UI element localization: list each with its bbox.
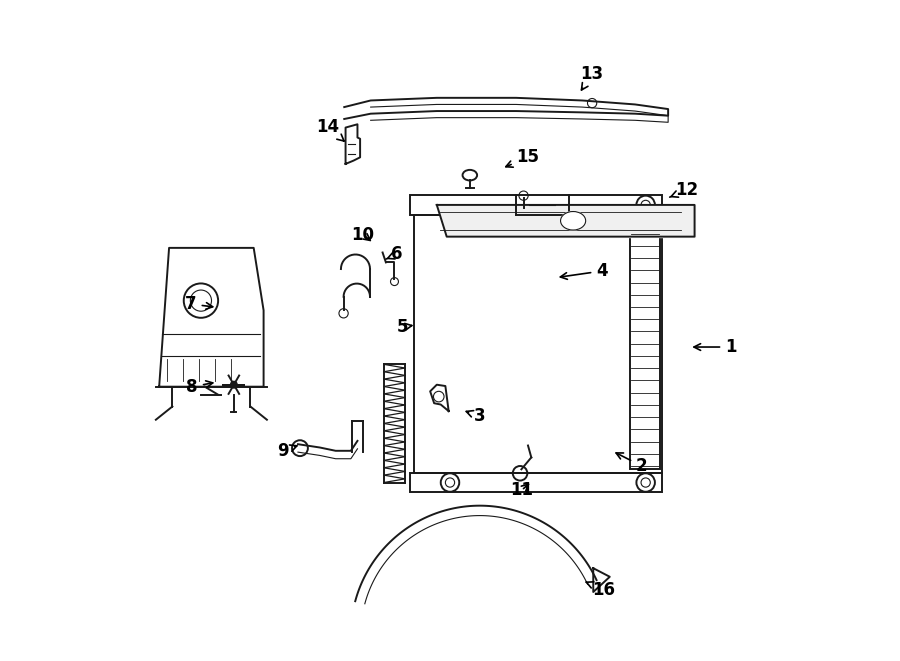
Text: 15: 15 [506, 148, 539, 167]
Text: 16: 16 [586, 580, 615, 599]
Text: 5: 5 [397, 318, 412, 336]
Text: 11: 11 [510, 481, 533, 500]
Text: 6: 6 [386, 245, 403, 264]
Polygon shape [436, 205, 695, 237]
Text: 10: 10 [351, 225, 374, 244]
Text: 8: 8 [186, 377, 212, 396]
Text: 14: 14 [316, 118, 344, 141]
Circle shape [230, 381, 238, 388]
Text: 4: 4 [561, 262, 608, 280]
Text: 7: 7 [185, 295, 212, 313]
Text: 13: 13 [580, 65, 604, 90]
Bar [410, 473, 662, 492]
Text: 2: 2 [616, 453, 647, 475]
Text: 3: 3 [466, 407, 486, 426]
Text: 12: 12 [670, 181, 698, 200]
Text: 1: 1 [694, 338, 737, 356]
Text: 9: 9 [277, 442, 297, 460]
Bar [410, 195, 662, 215]
Bar [630, 218, 661, 469]
Ellipse shape [561, 212, 586, 230]
Bar [414, 215, 662, 473]
